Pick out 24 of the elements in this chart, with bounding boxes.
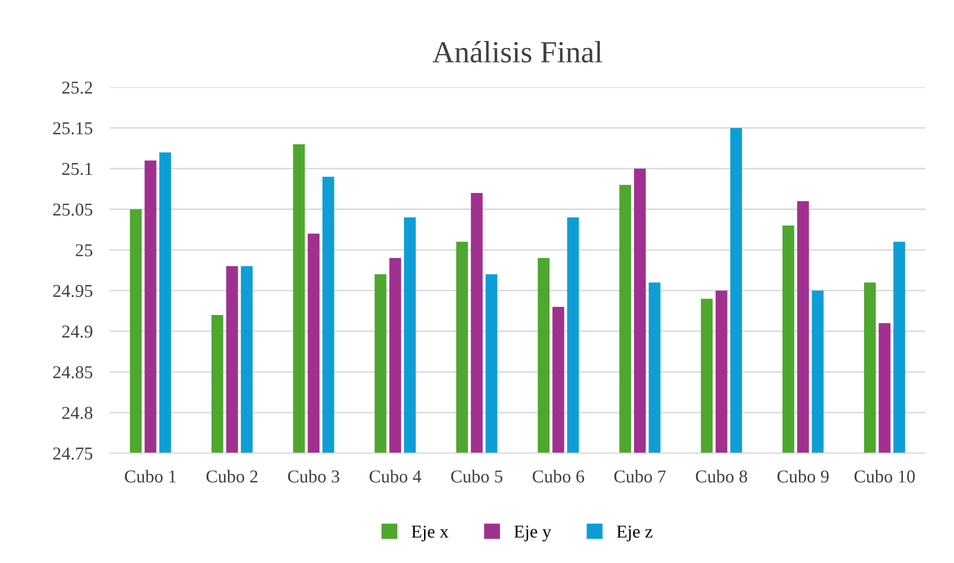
y-tick-label: 24.8: [62, 406, 92, 420]
x-tick-label: Cubo 2: [206, 470, 258, 483]
legend-label: Eje z: [616, 526, 652, 542]
x-tick-label: Cubo 1: [124, 470, 176, 483]
y-tick-label: 25.1: [62, 162, 92, 176]
x-tick-label: Cubo 8: [696, 470, 748, 483]
y-tick-label: 24.95: [53, 284, 92, 298]
y-tick-label: 24.85: [53, 366, 92, 378]
x-tick-label: Cubo 7: [614, 470, 666, 483]
y-tick-label: 25.15: [53, 122, 92, 134]
y-tick-label: 24.9: [62, 326, 92, 338]
x-tick-label: Cubo 3: [288, 470, 340, 483]
legend-label: Eje x: [412, 526, 448, 542]
x-tick-label: Cubo 9: [777, 470, 829, 483]
y-tick-label: 24.75: [53, 448, 92, 460]
legend-label: Eje y: [514, 526, 552, 542]
y-tick-label: 25.05: [53, 204, 92, 216]
y-tick-label: 25: [76, 244, 92, 256]
x-tick-label: Cubo 5: [451, 470, 502, 483]
chart-title: Análisis Final: [432, 41, 602, 63]
x-tick-label: Cubo 6: [532, 470, 584, 483]
x-tick-label: Cubo 10: [854, 470, 915, 483]
x-tick-label: Cubo 4: [370, 470, 422, 483]
y-tick-label: 25.2: [62, 82, 92, 94]
